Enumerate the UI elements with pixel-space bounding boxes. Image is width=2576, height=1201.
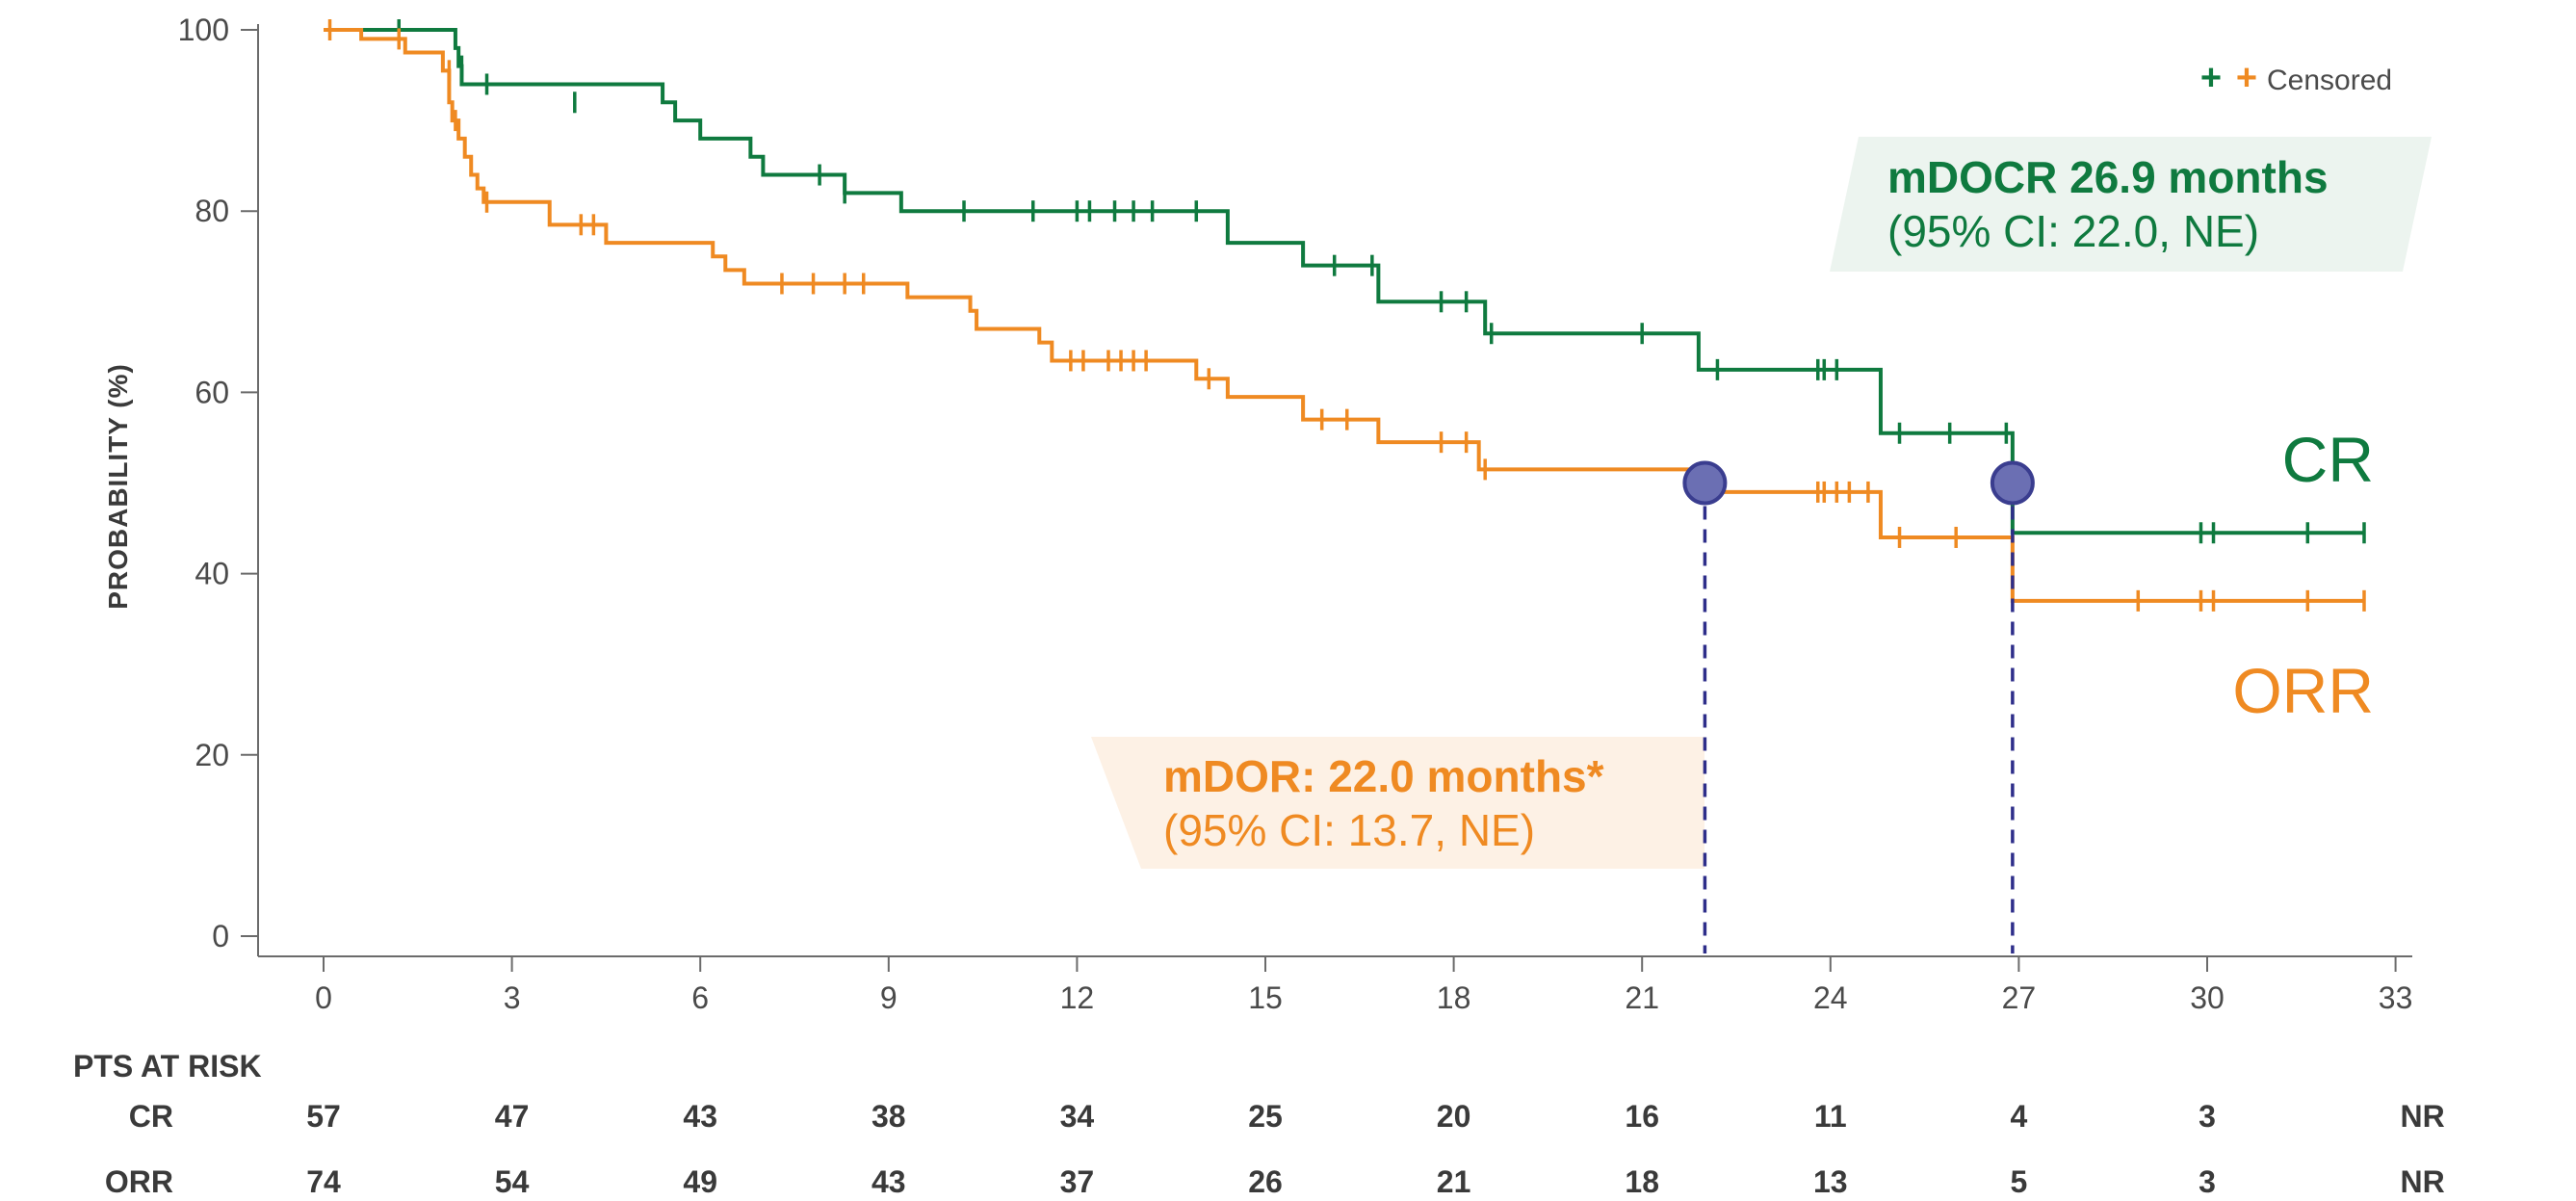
orr-median-marker (1682, 460, 1728, 506)
risk-value-cr: NR (2400, 1099, 2444, 1134)
y-tick-label: 100 (178, 13, 229, 47)
x-tick-label: 21 (1625, 980, 1659, 1015)
legend-cr-censored-icon: + (2200, 58, 2222, 98)
risk-value-cr: 16 (1625, 1099, 1659, 1134)
risk-value-orr: 74 (306, 1164, 341, 1199)
x-tick-label: 30 (2190, 980, 2225, 1015)
legend-label: Censored (2267, 65, 2392, 96)
cr-median-marker (1990, 460, 2035, 506)
legend: + + Censored (2200, 58, 2392, 98)
y-axis-title: PROBABILITY (%) (103, 363, 133, 610)
risk-table: PTS AT RISK CR ORR 57 47 43 38 34 25 20 16 11 4 3 N… (73, 1049, 2445, 1199)
y-tick-label: 0 (212, 919, 229, 953)
risk-value-cr: 4 (2011, 1099, 2028, 1134)
x-tick-label: 9 (880, 980, 898, 1015)
risk-value-orr: 3 (2199, 1164, 2216, 1199)
risk-value-cr: 38 (872, 1099, 906, 1134)
x-tick-label: 15 (1248, 980, 1283, 1015)
orr-annotation-box (1091, 737, 1704, 869)
risk-value-cr: 25 (1248, 1099, 1283, 1134)
risk-value-cr: 20 (1437, 1099, 1471, 1134)
x-tick-label: 24 (1813, 980, 1848, 1015)
cr-median-title: mDOCR 26.9 months (1887, 152, 2329, 202)
risk-value-orr: 49 (683, 1164, 717, 1199)
orr-survival-line (324, 28, 2364, 603)
orr-series-label: ORR (2232, 655, 2374, 726)
legend-orr-censored-icon: + (2236, 58, 2257, 98)
series-layer (324, 19, 2366, 612)
y-tick-label: 80 (195, 194, 229, 228)
risk-value-orr: 37 (1060, 1164, 1095, 1199)
risk-value-cr: 47 (495, 1099, 530, 1134)
risk-value-cr: 11 (1814, 1099, 1847, 1134)
median-layer (1682, 460, 2035, 953)
risk-value-cr: 57 (306, 1099, 341, 1134)
x-tick-label: 12 (1060, 980, 1095, 1015)
risk-value-cr: 3 (2199, 1099, 2216, 1134)
x-tick-label: 6 (691, 980, 709, 1015)
y-tick-label: 60 (195, 375, 229, 409)
risk-row-label-orr: ORR (105, 1164, 173, 1199)
risk-value-orr: 5 (2011, 1164, 2028, 1199)
x-tick-label: 3 (504, 980, 521, 1015)
risk-value-orr: 13 (1813, 1164, 1848, 1199)
y-tick-label: 20 (195, 738, 229, 772)
risk-value-cr: 43 (683, 1099, 717, 1134)
orr-median-ci: (95% CI: 13.7, NE) (1163, 805, 1535, 855)
cr-series-label: CR (2282, 424, 2374, 495)
risk-value-orr: 43 (872, 1164, 906, 1199)
risk-table-title: PTS AT RISK (73, 1049, 262, 1084)
axis-tick-labels: 0 20 40 60 80 100 0 3 6 9 12 15 18 21 24 27 30 33 (178, 13, 2413, 1015)
x-tick-label: 0 (315, 980, 332, 1015)
risk-value-orr: 26 (1248, 1164, 1283, 1199)
axes (241, 24, 2412, 972)
risk-value-orr: 21 (1437, 1164, 1471, 1199)
cr-median-ci: (95% CI: 22.0, NE) (1887, 206, 2259, 256)
cr-annotation-box (1830, 137, 2432, 272)
cr-survival-line (324, 28, 2364, 535)
orr-median-title: mDOR: 22.0 months* (1163, 751, 1604, 801)
risk-value-cr: 34 (1060, 1099, 1095, 1134)
risk-row-label-cr: CR (129, 1099, 173, 1134)
x-tick-label: 18 (1437, 980, 1471, 1015)
risk-value-orr: NR (2400, 1164, 2444, 1199)
x-tick-label: 27 (2002, 980, 2037, 1015)
y-tick-label: 40 (195, 557, 229, 591)
risk-value-orr: 54 (495, 1164, 530, 1199)
x-tick-label: 33 (2379, 980, 2413, 1015)
risk-value-orr: 18 (1625, 1164, 1659, 1199)
